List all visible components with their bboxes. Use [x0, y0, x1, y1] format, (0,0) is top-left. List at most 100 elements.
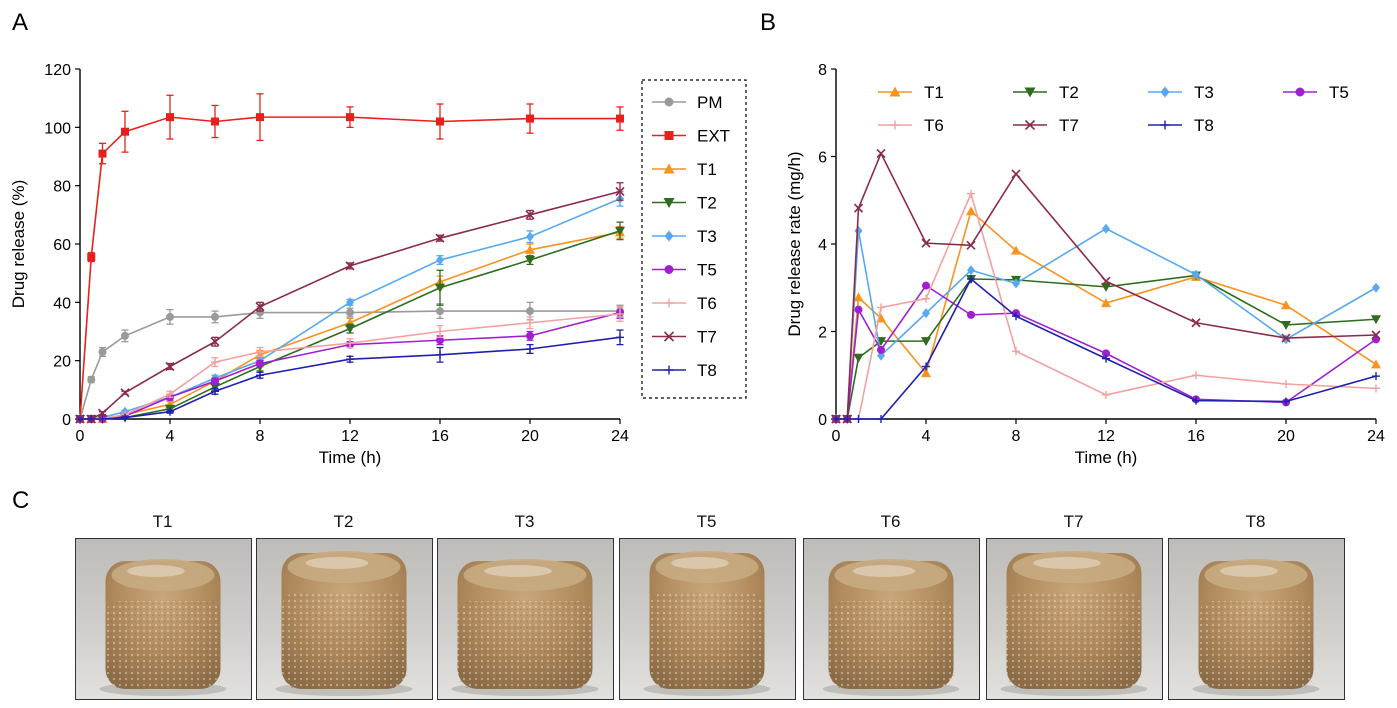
data-point [526, 114, 534, 123]
legend-item-t6: T6 [652, 294, 717, 313]
data-point [98, 347, 107, 356]
x-tick-label: 12 [341, 428, 359, 445]
data-point [877, 345, 885, 354]
data-point [853, 203, 864, 213]
data-point [87, 253, 96, 262]
data-point [436, 117, 444, 126]
data-point [436, 255, 444, 266]
data-point [211, 117, 219, 126]
data-point [211, 387, 219, 396]
y-tick-label: 120 [44, 62, 71, 79]
data-point [525, 210, 535, 220]
x-axis-label: Time (h) [319, 448, 382, 467]
data-point [616, 114, 624, 123]
data-point [877, 303, 885, 312]
data-point [1192, 269, 1200, 280]
data-point [921, 337, 931, 347]
legend-item-t8: T8 [652, 361, 717, 380]
x-tick-label: 4 [166, 428, 175, 445]
data-point [854, 225, 863, 236]
series-line [836, 209, 1377, 420]
legend-label: T8 [1194, 116, 1214, 135]
data-point [843, 415, 852, 423]
data-point [616, 333, 624, 342]
data-point [526, 331, 534, 340]
data-point [1102, 354, 1110, 363]
data-point [166, 312, 174, 321]
data-point [1372, 384, 1380, 393]
legend-item-t3: T3 [652, 227, 717, 246]
data-point [76, 415, 84, 423]
photo-label-t5: T5 [696, 512, 717, 531]
photo-label-t8: T8 [1245, 512, 1266, 531]
y-axis-label: Drug release (%) [9, 180, 28, 309]
x-tick-label: 0 [832, 428, 841, 445]
data-point [436, 336, 444, 345]
data-point [436, 327, 444, 336]
data-point [166, 113, 174, 122]
data-point [1192, 371, 1200, 380]
hydrogel-sample-illustration [1000, 551, 1148, 696]
legend-item-t1: T1 [878, 83, 944, 102]
data-point [211, 358, 219, 367]
legend-label: T7 [697, 328, 717, 347]
series-t8 [76, 329, 624, 423]
data-point [1012, 312, 1020, 321]
data-point [346, 308, 354, 317]
data-point [922, 362, 930, 371]
data-point [921, 368, 931, 378]
data-point [1102, 349, 1110, 358]
x-tick-label: 12 [1097, 428, 1115, 445]
hydrogel-photo-t7 [986, 538, 1163, 700]
hydrogel-photo-t2 [256, 538, 433, 700]
hydrogel-photo-t1 [75, 538, 252, 700]
photo-label-t2: T2 [333, 512, 354, 531]
data-point [877, 415, 885, 423]
data-point [1101, 276, 1111, 286]
legend-label: T3 [1194, 83, 1214, 102]
data-point [436, 350, 444, 359]
data-point [256, 359, 264, 368]
data-point [1101, 298, 1111, 308]
data-point [1102, 223, 1110, 234]
data-point [255, 302, 265, 312]
data-point [211, 377, 219, 386]
data-point [966, 240, 976, 250]
data-point [525, 256, 535, 266]
y-tick-label: 0 [62, 412, 71, 429]
data-point [526, 307, 534, 316]
legend-item-t5: T5 [1283, 83, 1349, 102]
hydrogel-photo-t3 [437, 538, 614, 700]
data-point [87, 415, 96, 423]
data-point [967, 275, 975, 283]
x-tick-label: 16 [1187, 428, 1205, 445]
legend-item-t7: T7 [1013, 116, 1079, 135]
data-point [1012, 278, 1020, 289]
data-point [966, 206, 976, 216]
data-point [87, 375, 96, 384]
data-point [98, 415, 107, 423]
legend-box [641, 79, 747, 399]
data-point [526, 345, 534, 353]
data-point [121, 127, 129, 136]
data-point [435, 233, 445, 243]
hydrogel-photo-t5 [619, 538, 796, 700]
legend-item-t3: T3 [1148, 83, 1214, 102]
legend-label: T6 [924, 116, 944, 135]
legend-label: PM [697, 93, 723, 112]
photo-label-t7: T7 [1063, 512, 1084, 531]
legend-label: T3 [697, 227, 717, 246]
legend-item-ext: EXT [652, 127, 730, 146]
data-point [97, 408, 108, 418]
data-point [436, 307, 444, 316]
y-tick-label: 2 [818, 325, 827, 342]
data-point [121, 331, 129, 340]
series-t2 [831, 271, 1381, 424]
data-point [1011, 245, 1021, 255]
data-point [346, 113, 354, 122]
data-point [1371, 359, 1381, 369]
hydrogel-sample-illustration [1192, 559, 1320, 696]
series-ext [76, 93, 624, 423]
y-tick-label: 60 [53, 237, 71, 254]
